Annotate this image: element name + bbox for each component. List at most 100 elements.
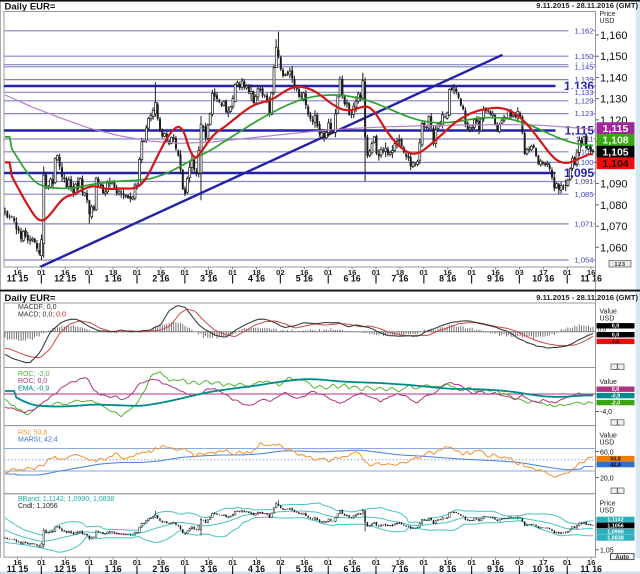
svg-text:USD: USD <box>600 440 615 447</box>
svg-text:1,140: 1,140 <box>600 73 628 85</box>
svg-text:|: | <box>231 564 233 574</box>
svg-text:Value: Value <box>600 379 617 386</box>
svg-text:1,162: 1,162 <box>574 26 593 35</box>
svg-text:0,0: 0,0 <box>598 328 606 334</box>
svg-text:|: | <box>518 564 520 574</box>
svg-text:10 16: 10 16 <box>532 564 554 574</box>
svg-text:1,150: 1,150 <box>574 52 593 61</box>
svg-text:1,150: 1,150 <box>600 51 628 63</box>
svg-text:MACDF; 0,0: MACDF; 0,0 <box>18 304 57 311</box>
svg-text:-0,9: -0,9 <box>611 394 620 400</box>
svg-text:1,133: 1,133 <box>574 88 593 97</box>
svg-text:|: | <box>40 274 42 284</box>
svg-text:|: | <box>566 564 568 574</box>
svg-text:9 16: 9 16 <box>487 274 504 284</box>
svg-text:18: 18 <box>109 268 118 277</box>
svg-text:|: | <box>327 274 329 284</box>
svg-text:4 16: 4 16 <box>248 274 265 284</box>
svg-text:1,105: 1,105 <box>574 147 593 156</box>
svg-text:RSI; 50,8: RSI; 50,8 <box>18 429 47 436</box>
svg-text:1,091: 1,091 <box>574 177 593 186</box>
svg-text:1,130: 1,130 <box>600 94 628 106</box>
svg-text:8 16: 8 16 <box>439 274 456 284</box>
svg-text:1,145: 1,145 <box>574 62 593 71</box>
svg-text:01: 01 <box>85 558 94 567</box>
svg-text:1,070: 1,070 <box>600 221 628 233</box>
svg-text:Daily EUR=: Daily EUR= <box>5 2 56 13</box>
svg-text:3 16: 3 16 <box>200 274 217 284</box>
svg-text:1,129: 1,129 <box>574 96 593 105</box>
svg-text:01: 01 <box>372 558 381 567</box>
svg-text:6 16: 6 16 <box>344 274 361 284</box>
svg-text:|: | <box>566 274 568 284</box>
svg-text:5 16: 5 16 <box>296 564 313 574</box>
svg-text:9 16: 9 16 <box>487 564 504 574</box>
svg-text:Value: Value <box>600 308 617 315</box>
svg-text:03: 03 <box>515 268 524 277</box>
svg-text:1,060: 1,060 <box>600 242 628 254</box>
svg-text:|: | <box>279 274 281 284</box>
svg-text:|: | <box>518 274 520 284</box>
svg-text:1: 1 <box>616 365 619 371</box>
svg-text:01: 01 <box>37 558 46 567</box>
svg-text:01: 01 <box>133 268 142 277</box>
svg-text:16: 16 <box>348 268 357 277</box>
svg-text:123: 123 <box>614 262 625 268</box>
svg-text:2 16: 2 16 <box>152 274 169 284</box>
svg-text:EMA; -0,9: EMA; -0,9 <box>18 385 49 392</box>
svg-text:17: 17 <box>539 268 548 277</box>
svg-text:Price: Price <box>600 501 616 508</box>
svg-text:Cndl; 1,1056: Cndl; 1,1056 <box>18 503 58 510</box>
svg-text:01: 01 <box>228 268 237 277</box>
svg-text:|: | <box>231 274 233 284</box>
svg-text:16: 16 <box>13 558 22 567</box>
svg-text:02: 02 <box>276 558 285 567</box>
svg-text:02: 02 <box>276 268 285 277</box>
svg-text:16: 16 <box>587 558 596 567</box>
svg-text:01: 01 <box>563 558 572 567</box>
svg-text:1,100: 1,100 <box>574 158 593 167</box>
svg-text:12 15: 12 15 <box>54 564 76 574</box>
svg-text:-2,0: -2,0 <box>611 401 620 407</box>
svg-text:16: 16 <box>13 268 22 277</box>
svg-text:17: 17 <box>539 558 548 567</box>
svg-text:1,1056: 1,1056 <box>607 523 624 529</box>
svg-text:1: 1 <box>616 489 619 495</box>
svg-text:18: 18 <box>252 268 261 277</box>
svg-text:1,090: 1,090 <box>600 179 628 191</box>
svg-text:18: 18 <box>396 268 405 277</box>
svg-text:1 16: 1 16 <box>105 274 122 284</box>
svg-text:3 16: 3 16 <box>200 564 217 574</box>
svg-text:50,8: 50,8 <box>610 457 621 463</box>
svg-text:USD: USD <box>600 18 615 25</box>
svg-text:1,1142: 1,1142 <box>607 518 623 524</box>
svg-text:60,0: 60,0 <box>600 449 614 456</box>
svg-text:|: | <box>423 564 425 574</box>
svg-text:16: 16 <box>443 558 452 567</box>
svg-text:Auto: Auto <box>615 555 629 561</box>
svg-text:7 16: 7 16 <box>391 274 408 284</box>
svg-text:ROC; -2,0: ROC; -2,0 <box>18 371 50 378</box>
svg-text:1,108: 1,108 <box>602 135 628 147</box>
svg-text:9.11.2015 - 28.11.2016 (GMT): 9.11.2015 - 28.11.2016 (GMT) <box>536 293 638 302</box>
svg-text:18: 18 <box>252 558 261 567</box>
svg-text:0,0: 0,0 <box>612 333 620 339</box>
svg-text:16: 16 <box>157 268 166 277</box>
svg-text:11 15: 11 15 <box>7 564 29 574</box>
svg-text:03: 03 <box>515 558 524 567</box>
svg-text:1,115: 1,115 <box>603 123 629 135</box>
svg-text:12 15: 12 15 <box>54 274 76 284</box>
svg-text:|: | <box>184 274 186 284</box>
svg-text:10 16: 10 16 <box>532 274 554 284</box>
svg-text:01: 01 <box>181 268 190 277</box>
svg-text:4 16: 4 16 <box>248 564 265 574</box>
svg-text:6 16: 6 16 <box>344 564 361 574</box>
svg-text:0,0: 0,0 <box>612 324 620 330</box>
svg-text:|: | <box>375 274 377 284</box>
svg-text:1: 1 <box>616 420 619 426</box>
svg-text:01: 01 <box>467 268 476 277</box>
svg-text:01: 01 <box>37 268 46 277</box>
svg-text:01: 01 <box>85 268 94 277</box>
svg-text:|: | <box>40 564 42 574</box>
svg-text:|: | <box>184 564 186 574</box>
